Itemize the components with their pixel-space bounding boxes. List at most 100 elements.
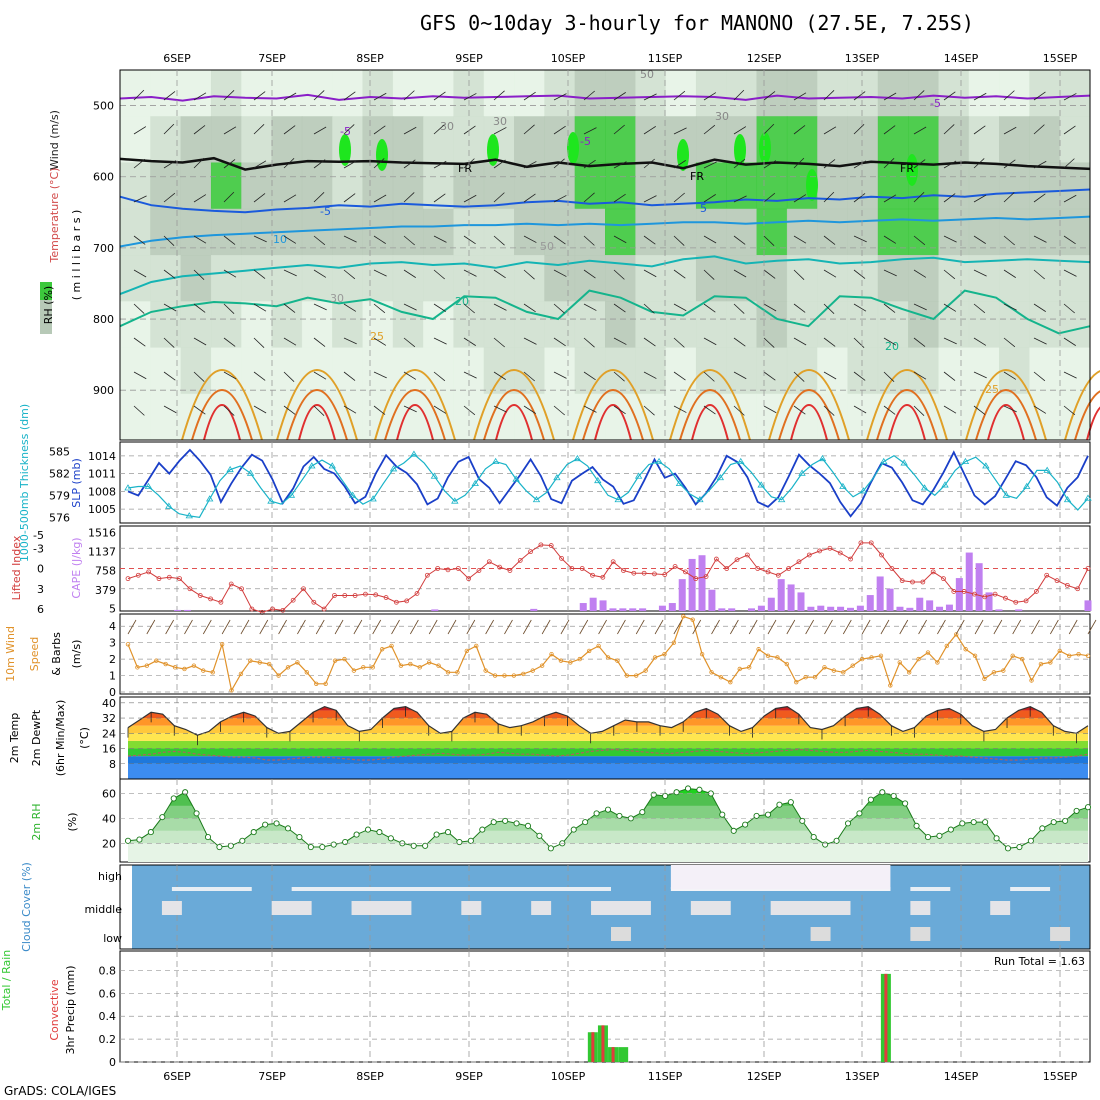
thickness-marker xyxy=(1023,482,1031,489)
li-marker xyxy=(135,572,141,578)
wind-barb xyxy=(1003,159,1016,169)
wind-speed-marker xyxy=(718,675,724,680)
wind-barb xyxy=(643,269,657,278)
pressure-tick: 700 xyxy=(93,242,114,255)
li-marker xyxy=(765,569,771,575)
wind-barb xyxy=(163,91,176,101)
rh-cell xyxy=(938,116,970,163)
li-marker xyxy=(466,576,472,582)
rh-cell xyxy=(726,162,758,210)
rh-cell xyxy=(574,162,606,210)
li-marker xyxy=(228,581,234,587)
wind-barb xyxy=(163,405,177,414)
contour-label: 30 xyxy=(493,115,507,128)
thickness-marker xyxy=(675,479,684,486)
thickness-marker xyxy=(961,457,970,464)
isotherm-arc xyxy=(679,389,741,441)
rh-cell xyxy=(483,301,515,348)
wind-barb xyxy=(553,158,565,169)
panel-frame xyxy=(119,69,1091,441)
wind-barb xyxy=(522,619,532,635)
wind-speed-marker xyxy=(671,640,677,645)
cloud-cell xyxy=(810,927,831,941)
li-marker xyxy=(848,556,853,562)
wind-barb xyxy=(793,157,805,169)
li-marker xyxy=(177,576,183,582)
wind-barb xyxy=(583,371,596,381)
rh2m-marker xyxy=(913,822,920,829)
date-tick-bottom: 14SEP xyxy=(944,1070,979,1083)
wind-barb xyxy=(523,405,536,414)
rh2m-marker xyxy=(444,829,452,836)
wind-speed-marker xyxy=(144,663,150,668)
wind-barb xyxy=(553,93,567,101)
rh-cell xyxy=(180,162,212,210)
wind-speed-marker xyxy=(746,665,752,670)
wind-barb xyxy=(613,193,626,203)
rh2m-marker xyxy=(902,800,909,807)
wind-barb xyxy=(899,619,909,635)
rh2m-marker xyxy=(993,835,1000,842)
contour-label: 25 xyxy=(985,383,999,396)
cape-bar xyxy=(728,608,736,611)
wind-speed-marker xyxy=(191,663,197,668)
wind-barb xyxy=(733,126,747,135)
rh2m-tick: 20 xyxy=(102,837,116,850)
li-tick: -3 xyxy=(33,542,44,555)
wind-barb xyxy=(643,93,657,101)
wind-barb xyxy=(1012,619,1022,635)
wind-barb xyxy=(973,405,986,415)
li-marker xyxy=(920,579,926,585)
wind-barb xyxy=(654,619,664,635)
isotherm-line xyxy=(119,188,1091,214)
li-marker xyxy=(1044,572,1050,578)
wind-barb xyxy=(253,123,265,135)
wind-speed-marker xyxy=(850,663,855,668)
rh-cell xyxy=(574,116,606,163)
temperature-axis-label: 2m Temp xyxy=(8,713,21,764)
li-marker xyxy=(951,589,957,594)
wind-barb xyxy=(253,91,266,101)
rh-cell xyxy=(120,393,151,441)
wind-barb xyxy=(767,619,777,635)
rh-cell xyxy=(938,393,970,441)
wind-barb xyxy=(853,371,866,381)
wind-barb xyxy=(240,619,250,635)
wind-barb xyxy=(163,160,177,169)
wind-barb xyxy=(133,158,146,169)
rh-cell xyxy=(514,116,545,163)
rh-cell xyxy=(695,208,727,256)
rh-cell xyxy=(605,70,636,117)
wind-speed-marker xyxy=(681,614,686,619)
cloud-cell xyxy=(910,927,931,941)
wind-axis-label-part: & Barbs xyxy=(50,632,63,676)
rh2m-tick: 40 xyxy=(102,812,116,825)
rh-cell xyxy=(968,208,1000,256)
li-marker xyxy=(239,586,244,592)
wind-barb xyxy=(353,619,363,635)
rh-cell xyxy=(999,255,1030,302)
wind-barb xyxy=(403,371,417,380)
rh-convective-cell xyxy=(677,139,689,171)
wind-speed-marker xyxy=(163,661,168,667)
wind-barb xyxy=(541,619,551,635)
wind-speed-marker xyxy=(219,642,225,647)
wind-barb xyxy=(133,269,147,278)
thickness-marker xyxy=(410,450,418,457)
wind-barb xyxy=(973,125,986,135)
wind-speed-marker xyxy=(897,660,902,665)
wind-barb xyxy=(504,619,513,635)
wind-barb xyxy=(583,159,596,169)
wind-tick: 1 xyxy=(109,670,116,683)
wind-barb xyxy=(703,124,716,135)
li-marker xyxy=(827,545,833,551)
wind-barb xyxy=(463,93,477,101)
rh-cell xyxy=(150,208,182,256)
wind-barb xyxy=(643,371,657,379)
wind-barb xyxy=(1063,371,1077,379)
wind-barb xyxy=(553,405,565,416)
wind-barb xyxy=(433,405,447,414)
wind-barb xyxy=(223,269,237,278)
rh-cell xyxy=(605,116,636,163)
wind-barb xyxy=(163,192,176,203)
